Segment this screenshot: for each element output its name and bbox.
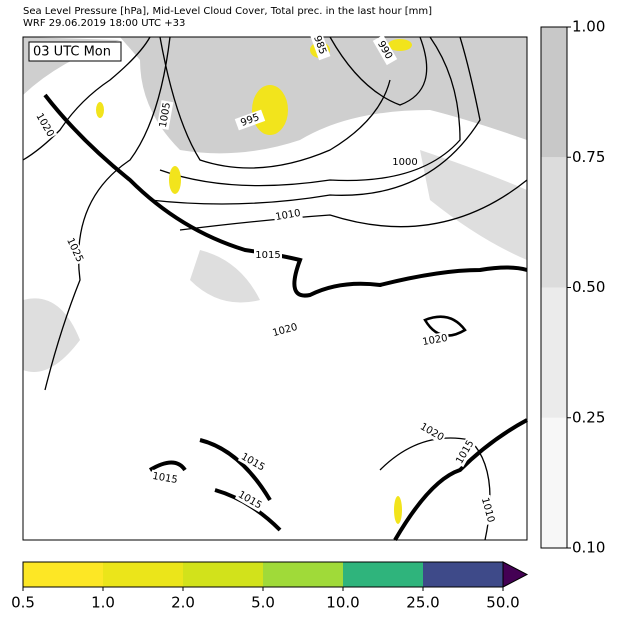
colorbar-tick-label: 1.0 [91,594,115,612]
colorbar-tick-label: 50.0 [486,594,519,612]
colorbar-segment [183,562,263,587]
contour-label-bg [234,487,266,513]
contour-label-bg [237,449,269,475]
colorbar-tick-label: 0.5 [11,594,35,612]
time-label: 03 UTC Mon [33,45,111,60]
colorbar-segment [541,157,567,288]
colorbar-tick-label: 10.0 [326,594,359,612]
contour-label-bg [391,156,419,168]
isobar-1020 [423,315,467,337]
colorbar-tick-label: 1.00 [572,18,605,36]
colorbar-segment [23,562,103,587]
contour-label-bg [452,436,478,468]
contour-label-bg [150,469,180,487]
contour-label-bg [478,494,498,526]
contour-label-bg [32,109,58,141]
contour-label: 1005 [158,102,173,129]
colorbar-tick-label: 0.50 [572,278,605,296]
colorbar-tick-label: 0.25 [572,408,605,426]
contour-label-bg [63,234,87,266]
contour-label-bg [416,419,448,445]
colorbar-tick-label: 0.10 [572,539,605,557]
contour-label-bg [254,249,282,261]
contour-label-bg [420,331,450,349]
contour-label-bg [273,206,303,224]
contour-label-bg [269,320,301,340]
cloud [23,150,527,372]
colorbar-extension [502,561,529,588]
contour-label: 1010 [275,208,302,223]
contour-label: 1000 [392,157,417,168]
colorbar-segment [541,27,567,158]
time-box [28,41,122,62]
subtitle: WRF 29.06.2019 18:00 UTC +33 [23,18,185,29]
colorbar-tick-label: 2.0 [171,594,195,612]
colorbar-segment [541,287,567,418]
colorbar-tick-label: 5.0 [251,594,275,612]
colorbar-segment [103,562,183,587]
isobars [22,36,528,541]
isobar-1015 [43,93,528,542]
contour-label: 1015 [255,250,280,261]
contour-label: 1015 [151,471,178,486]
contour-label-bg [234,109,266,131]
contour-label-bg [372,34,398,66]
colorbar-segment [541,417,567,548]
contour-label-bg [156,100,174,130]
contour-label: 1020 [422,333,449,348]
colorbar-tick-label: 0.75 [572,148,605,166]
map-frame [22,36,528,541]
colorbar-segment [423,562,503,587]
title: Sea Level Pressure [hPa], Mid-Level Clou… [23,6,432,17]
contour-label-bg [309,29,331,61]
colorbar-tick-label: 25.0 [406,594,439,612]
colorbar-segment [343,562,423,587]
colorbar-segment [263,562,343,587]
